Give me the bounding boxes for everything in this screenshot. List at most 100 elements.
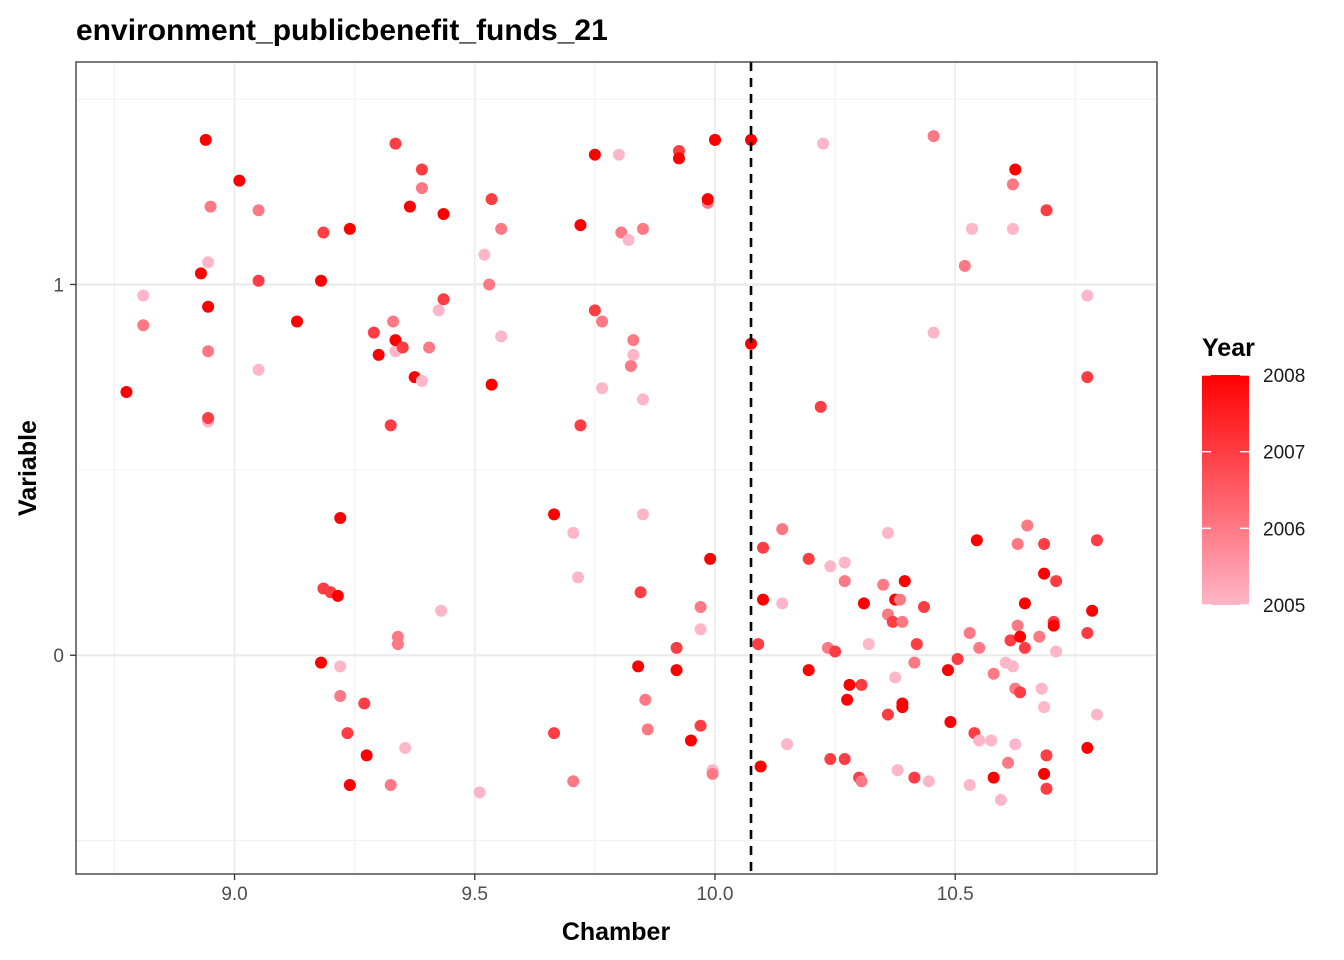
data-point bbox=[624, 360, 637, 373]
data-point bbox=[896, 615, 909, 628]
data-point bbox=[684, 734, 697, 747]
data-point bbox=[399, 741, 412, 754]
data-point bbox=[757, 593, 770, 606]
data-point bbox=[1047, 619, 1060, 632]
data-point bbox=[824, 560, 837, 573]
data-point bbox=[1040, 204, 1053, 217]
data-point bbox=[1033, 630, 1046, 643]
data-point bbox=[389, 137, 402, 150]
data-point bbox=[951, 652, 964, 665]
data-point bbox=[627, 348, 640, 361]
data-point bbox=[485, 378, 498, 391]
data-point bbox=[1081, 626, 1094, 639]
data-point bbox=[1004, 634, 1017, 647]
data-point bbox=[588, 304, 601, 317]
data-point bbox=[1040, 749, 1053, 762]
data-point bbox=[360, 749, 373, 762]
data-point bbox=[927, 130, 940, 143]
data-point bbox=[708, 133, 721, 146]
data-point bbox=[588, 148, 601, 161]
data-point bbox=[636, 393, 649, 406]
data-point bbox=[694, 623, 707, 636]
data-point bbox=[908, 771, 921, 784]
x-axis: 9.0 9.5 10.0 10.5 bbox=[221, 874, 974, 905]
data-point bbox=[334, 512, 347, 525]
data-point bbox=[548, 508, 561, 521]
data-point bbox=[483, 278, 496, 291]
data-point bbox=[596, 382, 609, 395]
data-point bbox=[1040, 782, 1053, 795]
data-point bbox=[670, 664, 683, 677]
data-point bbox=[1014, 686, 1027, 699]
data-point bbox=[1035, 682, 1048, 695]
data-point bbox=[567, 775, 580, 788]
data-point bbox=[622, 233, 635, 246]
data-point bbox=[615, 226, 628, 239]
x-tick-label: 10.5 bbox=[937, 884, 974, 905]
data-point bbox=[893, 593, 906, 606]
data-point bbox=[495, 222, 508, 235]
legend-colorbar bbox=[1202, 375, 1249, 605]
data-point bbox=[1050, 575, 1063, 588]
data-point bbox=[1006, 660, 1019, 673]
data-point bbox=[334, 660, 347, 673]
data-point bbox=[802, 552, 815, 565]
data-point bbox=[1038, 538, 1051, 551]
data-point bbox=[548, 727, 561, 740]
data-point bbox=[384, 779, 397, 792]
y-axis: 01 bbox=[53, 275, 76, 667]
data-point bbox=[877, 578, 890, 591]
data-point bbox=[137, 289, 150, 302]
data-point bbox=[694, 601, 707, 614]
data-point bbox=[641, 723, 654, 736]
legend: Year 2008 2007 2006 2005 bbox=[1202, 334, 1305, 617]
data-point bbox=[202, 300, 215, 313]
data-point bbox=[343, 779, 356, 792]
data-point bbox=[384, 419, 397, 432]
data-point bbox=[358, 697, 371, 710]
data-point bbox=[706, 767, 719, 780]
data-point bbox=[252, 363, 265, 376]
data-point bbox=[199, 133, 212, 146]
data-point bbox=[636, 222, 649, 235]
data-point bbox=[910, 638, 923, 651]
data-point bbox=[1081, 289, 1094, 302]
data-point bbox=[574, 419, 587, 432]
data-point bbox=[704, 552, 717, 565]
data-point bbox=[927, 326, 940, 339]
data-point bbox=[415, 374, 428, 387]
x-tick-label: 10.0 bbox=[696, 884, 733, 905]
chart-title: environment_publicbenefit_funds_21 bbox=[76, 14, 608, 47]
data-point bbox=[889, 671, 902, 684]
data-point bbox=[944, 715, 957, 728]
data-point bbox=[387, 315, 400, 328]
data-point bbox=[473, 786, 486, 799]
data-point bbox=[137, 319, 150, 332]
data-point bbox=[855, 678, 868, 691]
data-point bbox=[437, 293, 450, 306]
data-point bbox=[432, 304, 445, 317]
data-point bbox=[204, 200, 217, 213]
data-points bbox=[120, 130, 1103, 806]
data-point bbox=[701, 193, 714, 206]
data-point bbox=[917, 601, 930, 614]
data-point bbox=[908, 656, 921, 669]
data-point bbox=[966, 222, 979, 235]
data-point bbox=[963, 626, 976, 639]
data-point bbox=[745, 337, 758, 350]
legend-tick-label: 2005 bbox=[1263, 596, 1305, 617]
data-point bbox=[1050, 645, 1063, 658]
data-point bbox=[252, 204, 265, 217]
data-point bbox=[485, 193, 498, 206]
legend-tick-label: 2006 bbox=[1263, 519, 1305, 540]
data-point bbox=[817, 137, 830, 150]
data-point bbox=[694, 719, 707, 732]
data-point bbox=[1009, 738, 1022, 751]
data-point bbox=[1011, 538, 1024, 551]
x-axis-title: Chamber bbox=[562, 918, 671, 946]
data-point bbox=[396, 341, 409, 354]
legend-tick-label: 2008 bbox=[1263, 366, 1305, 387]
data-point bbox=[415, 182, 428, 195]
data-point bbox=[1018, 597, 1031, 610]
